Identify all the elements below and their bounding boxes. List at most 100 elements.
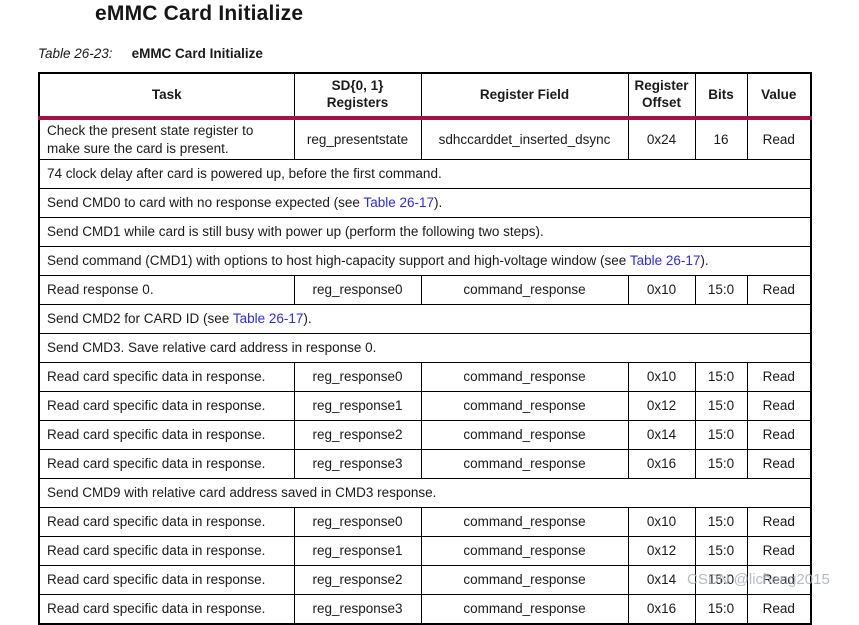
register-offset-cell: 0x16 <box>627 594 696 625</box>
register-field-cell: sdhccarddet_inserted_dsync <box>420 117 629 161</box>
table-row: Read card specific data in response. reg_… <box>38 449 812 480</box>
registers-cell: reg_response1 <box>293 536 422 567</box>
register-offset-cell: 0x12 <box>627 391 696 422</box>
task-cell: Read card specific data in response. <box>38 420 295 451</box>
register-offset-cell: 0x10 <box>627 362 696 393</box>
registers-cell: reg_response2 <box>293 565 422 596</box>
task-cell: Read response 0. <box>38 275 295 306</box>
table-row: Read card specific data in response. reg_… <box>38 565 812 596</box>
bits-cell: 15:0 <box>694 275 748 306</box>
column-header-task: Task <box>38 72 295 120</box>
table-row: Send CMD1 while card is still busy with … <box>38 217 812 248</box>
value-cell: Read <box>746 449 812 480</box>
table-row: Send command (CMD1) with options to host… <box>38 246 812 277</box>
column-header-sd-registers: SD{0, 1} Registers <box>293 72 422 120</box>
task-cell: Read card specific data in response. <box>38 507 295 538</box>
table-row: Send CMD9 with relative card address sav… <box>38 478 812 509</box>
task-cell: Read card specific data in response. <box>38 391 295 422</box>
registers-cell: reg_response0 <box>293 275 422 306</box>
task-text: Send CMD9 with relative card address sav… <box>47 485 437 501</box>
bits-cell: 15:0 <box>694 565 748 596</box>
task-span-cell: Send CMD9 with relative card address sav… <box>38 478 812 509</box>
registers-cell: reg_response0 <box>293 362 422 393</box>
value-cell: Read <box>746 536 812 567</box>
register-field-cell: command_response <box>420 536 629 567</box>
value-cell: Read <box>746 420 812 451</box>
task-text: ). <box>303 311 312 327</box>
table-row: Read card specific data in response. reg_… <box>38 420 812 451</box>
register-field-cell: command_response <box>420 275 629 306</box>
task-text: ). <box>700 253 709 269</box>
task-span-cell: Send CMD3. Save relative card address in… <box>38 333 812 364</box>
task-text: Send CMD0 to card with no response expec… <box>47 195 364 211</box>
task-cell: Read card specific data in response. <box>38 362 295 393</box>
register-field-cell: command_response <box>420 391 629 422</box>
task-text: 74 clock delay after card is powered up,… <box>47 166 442 182</box>
task-text: Send CMD2 for CARD ID (see <box>47 311 233 327</box>
register-field-cell: command_response <box>420 594 629 625</box>
task-cell: Read card specific data in response. <box>38 565 295 596</box>
register-offset-cell: 0x10 <box>627 275 696 306</box>
task-text: Send command (CMD1) with options to host… <box>47 253 630 269</box>
task-span-cell: Send CMD0 to card with no response expec… <box>38 188 812 219</box>
bits-cell: 15:0 <box>694 507 748 538</box>
register-offset-cell: 0x12 <box>627 536 696 567</box>
register-offset-cell: 0x10 <box>627 507 696 538</box>
table-26-17-link[interactable]: Table 26-17 <box>629 253 701 269</box>
registers-cell: reg_response1 <box>293 391 422 422</box>
task-cell: Check the present state register to make… <box>38 117 295 161</box>
registers-cell: reg_presentstate <box>293 117 422 161</box>
register-field-cell: command_response <box>420 507 629 538</box>
task-span-cell: Send command (CMD1) with options to host… <box>38 246 812 277</box>
table-row: Read card specific data in response. reg_… <box>38 391 812 422</box>
task-cell: Read card specific data in response. <box>38 594 295 625</box>
bits-cell: 15:0 <box>694 420 748 451</box>
value-cell: Read <box>746 362 812 393</box>
table-row: Send CMD0 to card with no response expec… <box>38 188 812 219</box>
registers-cell: reg_response3 <box>293 449 422 480</box>
emmc-card-initialize-table: Task SD{0, 1} Registers Register Field R… <box>38 72 812 625</box>
value-cell: Read <box>746 507 812 538</box>
task-span-cell: 74 clock delay after card is powered up,… <box>38 159 812 190</box>
table-caption: Table 26-23: eMMC Card Initialize <box>38 46 263 61</box>
table-row: Check the present state register to make… <box>38 117 812 161</box>
register-field-cell: command_response <box>420 565 629 596</box>
table-caption-label: Table 26-23: <box>38 46 113 61</box>
table-row: 74 clock delay after card is powered up,… <box>38 159 812 190</box>
table-row: Send CMD2 for CARD ID (see Table 26-17). <box>38 304 812 335</box>
register-offset-cell: 0x16 <box>627 449 696 480</box>
registers-cell: reg_response2 <box>293 420 422 451</box>
table-row: Read card specific data in response. reg_… <box>38 536 812 567</box>
task-span-cell: Send CMD2 for CARD ID (see Table 26-17). <box>38 304 812 335</box>
registers-cell: reg_response3 <box>293 594 422 625</box>
task-text: Send CMD3. Save relative card address in… <box>47 340 377 356</box>
value-cell: Read <box>746 391 812 422</box>
bits-cell: 16 <box>694 117 748 161</box>
value-cell: Read <box>746 275 812 306</box>
bits-cell: 15:0 <box>694 391 748 422</box>
register-offset-cell: 0x14 <box>627 420 696 451</box>
bits-cell: 15:0 <box>694 449 748 480</box>
register-offset-cell: 0x24 <box>627 117 696 161</box>
table-26-17-link[interactable]: Table 26-17 <box>232 311 304 327</box>
register-field-cell: command_response <box>420 362 629 393</box>
bits-cell: 15:0 <box>694 594 748 625</box>
column-header-bits: Bits <box>694 72 748 120</box>
table-26-17-link[interactable]: Table 26-17 <box>363 195 434 211</box>
value-cell: Read <box>746 565 812 596</box>
table-caption-title: eMMC Card Initialize <box>131 46 263 61</box>
table-row: Read card specific data in response. reg_… <box>38 594 812 625</box>
table-header-row: Task SD{0, 1} Registers Register Field R… <box>38 72 812 120</box>
task-span-cell: Send CMD1 while card is still busy with … <box>38 217 812 248</box>
value-cell: Read <box>746 117 812 161</box>
column-header-register-field: Register Field <box>420 72 629 120</box>
column-header-register-offset: Register Offset <box>627 72 696 120</box>
table-row: Read card specific data in response. reg_… <box>38 507 812 538</box>
task-cell: Read card specific data in response. <box>38 449 295 480</box>
register-offset-cell: 0x14 <box>627 565 696 596</box>
page-title: eMMC Card Initialize <box>95 2 304 25</box>
column-header-value: Value <box>746 72 812 120</box>
task-text: Send CMD1 while card is still busy with … <box>47 224 544 240</box>
bits-cell: 15:0 <box>694 536 748 567</box>
value-cell: Read <box>746 594 812 625</box>
